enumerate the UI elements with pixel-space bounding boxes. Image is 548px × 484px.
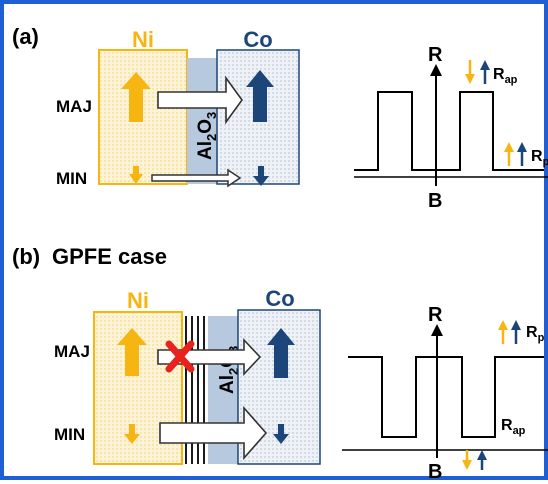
plot-b-x-label: B	[428, 461, 442, 483]
plot-b: R B Rp Rap	[342, 304, 548, 483]
plot-a-resistance-curve	[354, 91, 544, 171]
panel-a: (a) Ni Al2O3 Co MAJ MIN R B	[12, 24, 548, 212]
plot-a-rap-label: Rap	[493, 66, 518, 86]
plot-b-y-label: R	[428, 304, 443, 326]
maj-label: MAJ	[56, 97, 92, 116]
plot-b-rap-label: Rap	[501, 417, 526, 437]
co-minority-down-arrow-icon-b	[273, 424, 289, 444]
al2o3-barrier	[187, 58, 217, 184]
ni-label: Ni	[132, 27, 154, 52]
panel-b-title: GPFE case	[52, 244, 167, 269]
rap-spin-pair-icon-b	[462, 450, 487, 470]
plot-a-y-axis-arrowhead	[430, 64, 442, 76]
min-label-b: MIN	[54, 425, 85, 444]
co-minority-down-arrow-icon	[253, 166, 269, 186]
plot-b-resistance-curve	[348, 356, 544, 438]
ni-minority-down-arrow-icon	[129, 166, 143, 184]
ni-minority-down-arrow-icon-b	[124, 424, 140, 444]
figure-canvas: (a) Ni Al2O3 Co MAJ MIN R B	[12, 24, 548, 483]
panel-b-tag: (b)	[12, 244, 40, 269]
plot-a-y-label: R	[428, 44, 443, 66]
minority-tunnel-arrow	[151, 168, 242, 188]
ni-majority-up-arrow-icon	[121, 72, 151, 122]
plot-b-y-axis-arrowhead	[431, 324, 443, 336]
rap-spin-pair-icon	[465, 60, 490, 84]
panel-a-tag: (a)	[12, 24, 39, 49]
ni-label-b: Ni	[127, 288, 149, 313]
blocked-x-icon	[165, 340, 195, 373]
majority-tunnel-arrow	[157, 75, 243, 125]
maj-label-b: MAJ	[54, 342, 90, 361]
rp-spin-pair-icon	[504, 142, 527, 166]
co-label: Co	[243, 27, 272, 52]
rp-spin-pair-icon-b	[498, 320, 521, 344]
al2o3-label: Al2O3	[195, 112, 219, 160]
plot-a: R B Rap Rp	[354, 44, 548, 212]
minority-tunnel-arrow-b	[159, 405, 268, 461]
plot-a-x-label: B	[428, 190, 442, 212]
panel-b: (b) GPFE case Ni Al2O3 Co MAJ MIN	[12, 244, 548, 483]
co-majority-up-arrow-icon	[246, 70, 274, 122]
plot-b-rp-label: Rp	[526, 324, 545, 344]
ni-majority-up-arrow-icon-b	[117, 328, 147, 376]
min-label: MIN	[56, 169, 87, 188]
co-label-b: Co	[265, 286, 294, 311]
co-majority-up-arrow-icon-b	[267, 328, 295, 378]
plot-a-rp-label: Rp	[531, 148, 548, 168]
